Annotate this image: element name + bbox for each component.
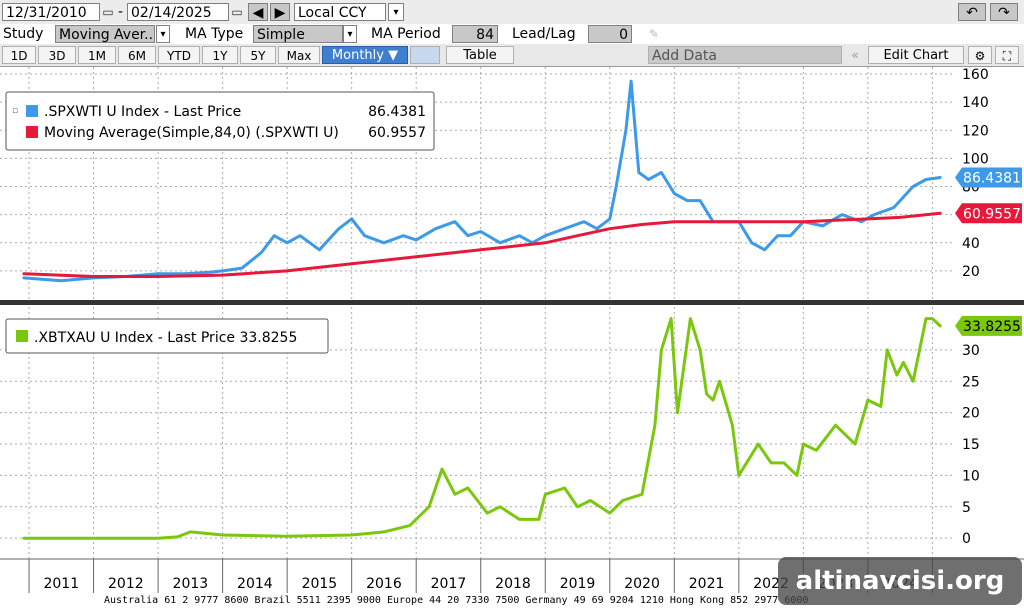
x-tick-label: 2016 <box>366 576 402 592</box>
legend-spx-value: 86.4381 <box>368 104 426 120</box>
period-6m-button[interactable]: 6M <box>118 46 156 64</box>
date-range-dash: - <box>118 4 124 20</box>
period-3d-button[interactable]: 3D <box>38 46 76 64</box>
x-ticks: 2011 2012 2013 2014 2015 2016 2017 2018 2019 2020… <box>0 558 1024 593</box>
footer-contacts: Australia 61 2 9777 8600 Brazil 5511 239… <box>0 593 1024 609</box>
period-1y-button[interactable]: 1Y <box>202 46 238 64</box>
ma-type-label: MA Type <box>185 26 244 42</box>
toolbar-top: 12/31/2010 ▭ - 02/14/2025 ▭ ◀ ▶ Local CC… <box>0 0 1024 24</box>
expand-icon[interactable]: ⛶ <box>995 46 1019 64</box>
chart1-y-tick-label: 120 <box>962 123 989 139</box>
chart2-series <box>22 317 942 540</box>
period-ytd-button[interactable]: YTD <box>158 46 200 64</box>
chart2-y-tick-label: 30 <box>962 343 980 359</box>
study-select[interactable]: Moving Aver... <box>55 25 155 43</box>
edit-chart-button[interactable]: Edit Chart <box>868 46 964 64</box>
pencil-icon[interactable]: ✎ <box>648 27 660 41</box>
undo-icon[interactable]: ↶ <box>958 3 986 21</box>
x-tick-label: 2012 <box>108 576 144 592</box>
chart1-legend[interactable]: ▫ .SPXWTI U Index - Last Price 86.4381 M… <box>5 91 435 151</box>
chevron-down-icon[interactable]: ▾ <box>156 25 170 43</box>
last-value-tag-xbtxau: 33.8255 <box>955 315 1022 336</box>
period-1m-button[interactable]: 1M <box>78 46 116 64</box>
chevron-right-icon[interactable]: ▶ <box>270 3 290 21</box>
x-gridlines <box>28 67 933 559</box>
calendar-icon[interactable]: ▭ <box>231 5 243 19</box>
chart1-y-tick-label: 160 <box>962 67 989 83</box>
x-tick-label: 2021 <box>689 576 725 592</box>
chart1-y-tick-label: 100 <box>962 151 989 167</box>
last-value-tag-spxwti-label: 86.4381 <box>963 170 1021 186</box>
x-tick-label: 2013 <box>173 576 209 592</box>
chart2-y-tick-label: 25 <box>962 374 980 390</box>
double-chevron-left-icon[interactable]: « <box>851 48 859 62</box>
ma-period-field[interactable]: 84 <box>452 25 498 43</box>
legend-ma-name: Moving Average(Simple,84,0) (.SPXWTI U) <box>44 125 339 141</box>
panel-divider <box>0 300 1024 305</box>
end-date-field[interactable]: 02/14/2025 <box>127 3 229 21</box>
calendar-icon[interactable]: ▭ <box>102 5 114 19</box>
watermark: altinavcisi.org <box>778 557 1022 605</box>
ma-type-select[interactable]: Simple <box>253 25 343 43</box>
x-tick-label: 2018 <box>495 576 531 592</box>
period-5y-button[interactable]: 5Y <box>240 46 276 64</box>
last-value-tag-xbtxau-label: 33.8255 <box>963 319 1021 335</box>
redo-icon[interactable]: ↷ <box>990 3 1018 21</box>
table-button[interactable]: Table <box>446 46 514 64</box>
series-line-moving-average <box>22 211 942 278</box>
chevron-left-icon[interactable]: ◀ <box>248 3 268 21</box>
legend-ma-value: 60.9557 <box>368 125 426 141</box>
period-max-button[interactable]: Max <box>278 46 320 64</box>
toolbar-periods: 1D 3D 1M 6M YTD 1Y 5Y Max Monthly ▼ Tabl… <box>0 44 1024 67</box>
chart-type-icon[interactable] <box>410 46 440 64</box>
chart2-y-tick-label: 15 <box>962 437 980 453</box>
x-tick-label: 2015 <box>302 576 338 592</box>
x-tick-label: 2011 <box>43 576 79 592</box>
footer-text: Australia 61 2 9777 8600 Brazil 5511 239… <box>104 595 809 606</box>
series-line-spxwti <box>22 79 942 283</box>
currency-select[interactable]: Local CCY <box>294 3 386 21</box>
x-tick-label: 2019 <box>560 576 596 592</box>
legend-swatch-xbt <box>16 330 28 342</box>
chart2-y-ticks: 0 5 10 15 20 25 30 <box>962 343 980 547</box>
legend-xbt-name: .XBTXAU U Index - Last Price 33.8255 <box>34 330 297 346</box>
chart2-legend[interactable]: .XBTXAU U Index - Last Price 33.8255 <box>5 318 329 354</box>
chart1-grid <box>0 73 955 272</box>
chart2-grid <box>0 349 955 539</box>
add-data-field[interactable]: Add Data <box>648 46 842 64</box>
ma-period-label: MA Period <box>371 26 441 42</box>
legend-spx-name: .SPXWTI U Index - Last Price <box>44 104 241 120</box>
period-1d-button[interactable]: 1D <box>2 46 36 64</box>
chart1-y-tick-label: 40 <box>962 236 980 252</box>
x-tick-label: 2020 <box>624 576 660 592</box>
legend-swatch-spx <box>26 105 38 117</box>
last-value-tags: 86.4381 60.9557 33.8255 <box>955 167 1022 336</box>
chart-settings-icon[interactable]: ⚙ <box>968 46 992 64</box>
series-line-xbtxau <box>22 317 942 540</box>
svg-text:▫: ▫ <box>12 106 18 116</box>
chart2-y-tick-label: 20 <box>962 406 980 422</box>
legend-swatch-ma <box>26 126 38 138</box>
chart1-y-tick-label: 140 <box>962 95 989 111</box>
chevron-down-icon[interactable]: ▾ <box>388 3 404 21</box>
leadlag-label: Lead/Lag <box>512 26 576 42</box>
chart1-y-tick-label: 20 <box>962 264 980 280</box>
chart1-series <box>22 79 942 283</box>
study-label: Study <box>3 26 44 42</box>
leadlag-field[interactable]: 0 <box>588 25 632 43</box>
x-tick-label: 2014 <box>237 576 273 592</box>
start-date-field[interactable]: 12/31/2010 <box>2 3 100 21</box>
last-value-tag-moving-average-label: 60.9557 <box>963 206 1021 222</box>
chart2-y-tick-label: 0 <box>962 531 971 547</box>
last-value-tag-moving-average: 60.9557 <box>955 203 1022 224</box>
x-tick-label: 2017 <box>431 576 467 592</box>
chart2-y-tick-label: 5 <box>962 500 971 516</box>
frequency-select[interactable]: Monthly ▼ <box>322 46 408 64</box>
toolbar-study: Study Moving Aver... ▾ MA Type Simple ▾ … <box>0 24 1024 44</box>
chevron-down-icon[interactable]: ▾ <box>343 25 357 43</box>
chart2-y-tick-label: 10 <box>962 468 980 484</box>
last-value-tag-spxwti: 86.4381 <box>955 167 1022 188</box>
